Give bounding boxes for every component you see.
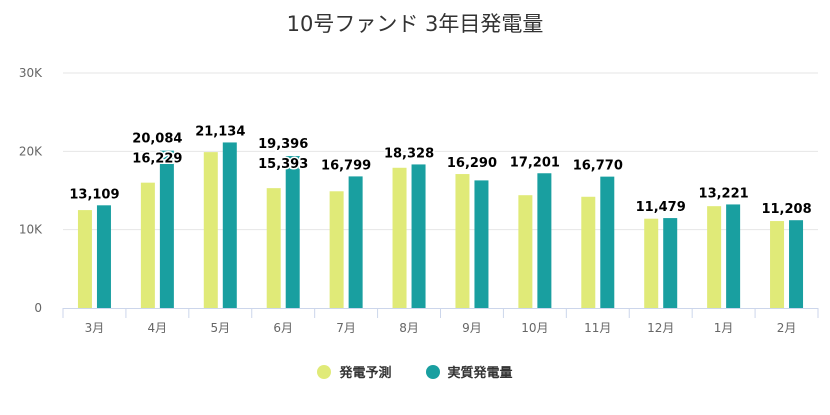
x-tick-label: 5月 [210, 321, 230, 335]
bar-forecast [266, 188, 281, 308]
x-tick-label: 11月 [584, 321, 611, 335]
bar-actual [537, 173, 552, 308]
data-label: 16,290 [447, 156, 497, 171]
bar-forecast [518, 195, 533, 308]
bar-forecast [581, 196, 596, 308]
x-tick-label: 9月 [462, 321, 482, 335]
data-label: 16,770 [573, 159, 623, 174]
bar-actual [348, 176, 363, 308]
y-tick-label: 20K [19, 144, 43, 158]
data-label: 13,221 [699, 186, 749, 201]
bar-forecast [203, 152, 218, 308]
x-tick-label: 8月 [399, 321, 419, 335]
legend: 発電予測 実質発電量 [0, 362, 830, 381]
bar-actual [726, 204, 741, 308]
x-tick-label: 4月 [148, 321, 168, 335]
data-label: 11,208 [761, 202, 811, 217]
data-label: 18,328 [384, 146, 434, 161]
y-tick-label: 10K [19, 223, 43, 237]
y-tick-label: 30K [19, 66, 43, 80]
bar-forecast [707, 206, 722, 308]
bar-forecast [392, 167, 407, 308]
plot-area: 0 10K 20K 30K 3月 4月 5月 6月 7月 8月 9月 10月 11月 12月 1月 2月 13,… [19, 66, 819, 335]
data-label: 20,084 [132, 132, 182, 147]
bar-actual [474, 180, 489, 308]
data-label: 17,201 [510, 155, 560, 170]
x-tick-label: 7月 [336, 321, 356, 335]
x-tick-label: 1月 [714, 321, 734, 335]
bar-actual [222, 142, 237, 308]
x-tick-label: 6月 [273, 321, 293, 335]
bar-actual [663, 218, 678, 308]
chart-title: 10号ファンド 3年目発電量 [286, 12, 544, 36]
y-tick-label: 0 [34, 301, 42, 315]
x-tick-label: 10月 [521, 321, 548, 335]
legend-marker-actual [425, 364, 440, 379]
legend-label-forecast: 発電予測 [339, 366, 392, 381]
data-label: 15,393 [258, 157, 308, 172]
bar-actual [285, 156, 300, 308]
data-label: 16,799 [321, 158, 371, 173]
x-tick-label: 2月 [777, 321, 797, 335]
bar-actual [600, 176, 615, 308]
legend-item-forecast[interactable]: 発電予測 [317, 362, 392, 381]
data-label: 21,134 [195, 124, 245, 139]
bar-actual [789, 220, 804, 308]
bar-forecast [329, 191, 344, 308]
data-label: 13,109 [69, 187, 119, 202]
legend-label-actual: 実質発電量 [447, 366, 513, 381]
bar-forecast [77, 210, 92, 308]
data-label: 19,396 [258, 137, 308, 152]
bar-actual [159, 150, 174, 308]
bar-forecast [770, 221, 785, 308]
x-tick-label: 12月 [647, 321, 674, 335]
legend-marker-forecast [317, 364, 332, 379]
bar-forecast [644, 218, 659, 308]
data-label: 16,229 [132, 152, 182, 167]
bar-forecast [455, 174, 470, 308]
data-label: 11,479 [636, 200, 686, 215]
legend-item-actual[interactable]: 実質発電量 [425, 362, 513, 381]
bar-forecast [140, 182, 155, 308]
bar-actual [411, 164, 426, 308]
bar-actual [96, 205, 111, 308]
x-tick-label: 3月 [85, 321, 105, 335]
